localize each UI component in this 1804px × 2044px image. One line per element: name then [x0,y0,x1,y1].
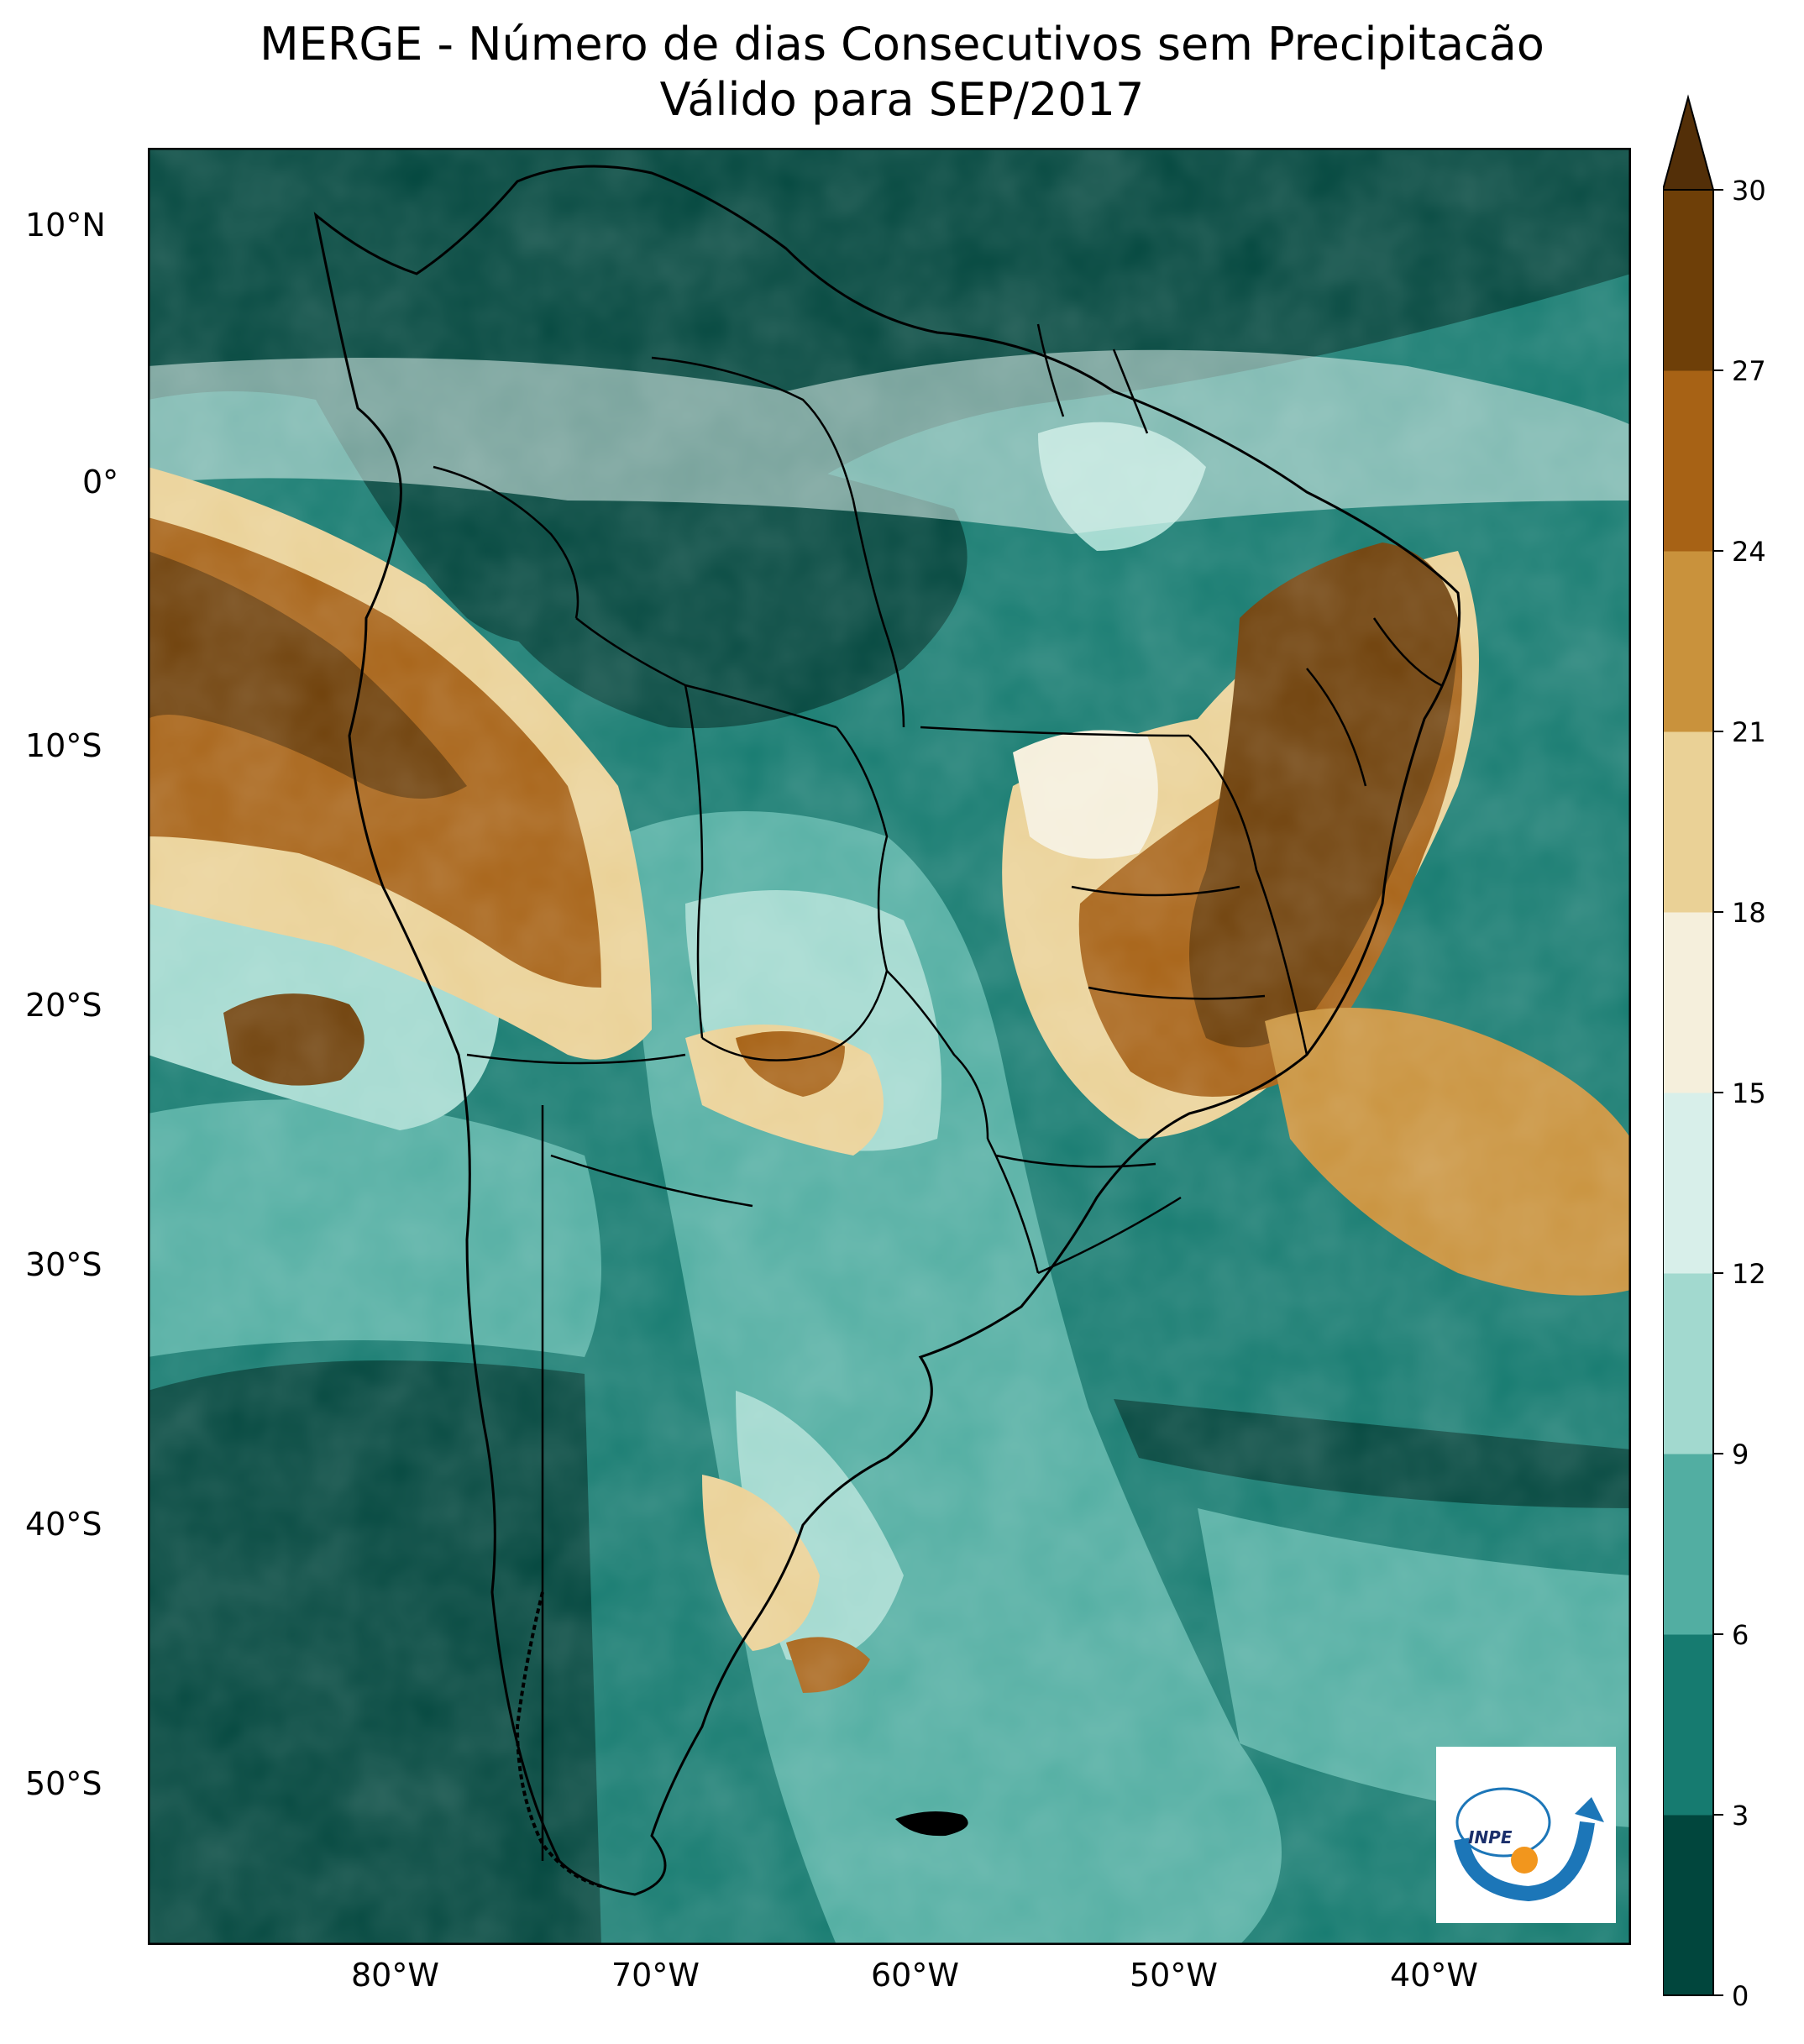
colorbar-tick-label: 9 [1732,1439,1749,1470]
colorbar-band [1663,1815,1713,1996]
colorbar-band [1663,1093,1713,1274]
inpe-logo-text: INPE [1468,1827,1513,1847]
colorbar-tick-label: 6 [1732,1619,1749,1651]
lat-tick-0: 0° [82,464,119,501]
lon-tick-40w: 40°W [1390,1957,1478,1994]
colorbar-tick-label: 3 [1732,1800,1749,1832]
colorbar-band [1663,551,1713,732]
colorbar: 0 3 6 9 12 15 18 21 24 27 30 [1663,94,1766,2012]
country-borders [433,323,1442,1861]
lat-tick-30s: 30°S [25,1246,102,1283]
chile-fjords [515,1591,602,1888]
coastline-south-america [313,165,1461,1896]
lat-tick-10s: 10°S [25,727,102,764]
title-line-2: Válido para SEP/2017 [659,73,1145,126]
colorbar-tick-label: 24 [1732,536,1766,568]
inpe-logo-sun [1511,1847,1538,1874]
lat-tick-20s: 20°S [25,987,102,1024]
lat-tick-50s: 50°S [25,1765,102,1802]
colorbar-extend-arrow [1663,94,1715,191]
inpe-logo-arrow [1575,1797,1604,1822]
colorbar-tick-label: 12 [1732,1258,1766,1290]
colorbar-band [1663,1634,1713,1816]
colorbar-tick-label: 27 [1732,355,1766,387]
colorbar-band [1663,912,1713,1093]
inpe-logo: INPE [1436,1747,1616,1923]
lon-tick-70w: 70°W [611,1957,700,1994]
colorbar-band [1663,1273,1713,1454]
map-panel [148,148,1631,1945]
inpe-logo-swoosh [1454,1821,1595,1902]
title-line-1: MERGE - Número de dias Consecutivos sem … [260,18,1544,71]
field-texture [148,148,1631,1945]
colorbar-band [1663,731,1713,913]
inpe-logo-orbit [1455,1787,1551,1858]
lon-tick-80w: 80°W [351,1957,439,1994]
lat-tick-40s: 40°S [25,1506,102,1543]
map-title: MERGE - Número de dias Consecutivos sem … [0,17,1804,128]
lon-tick-50w: 50°W [1130,1957,1218,1994]
colorbar-band [1663,190,1713,371]
colorbar-tick-label: 30 [1732,175,1766,207]
lon-tick-60w: 60°W [871,1957,959,1994]
colorbar-tick-label: 15 [1732,1077,1766,1109]
lat-tick-10n: 10°N [25,207,106,244]
colorbar-tick-label: 21 [1732,716,1766,748]
colorbar-band [1663,1454,1713,1635]
falkland-islands [895,1811,968,1837]
map-axes-frame [148,148,1631,1945]
colorbar-tick-label: 0 [1732,1980,1749,2012]
colorbar-tick-label: 18 [1732,897,1766,929]
colorbar-band [1663,370,1713,552]
